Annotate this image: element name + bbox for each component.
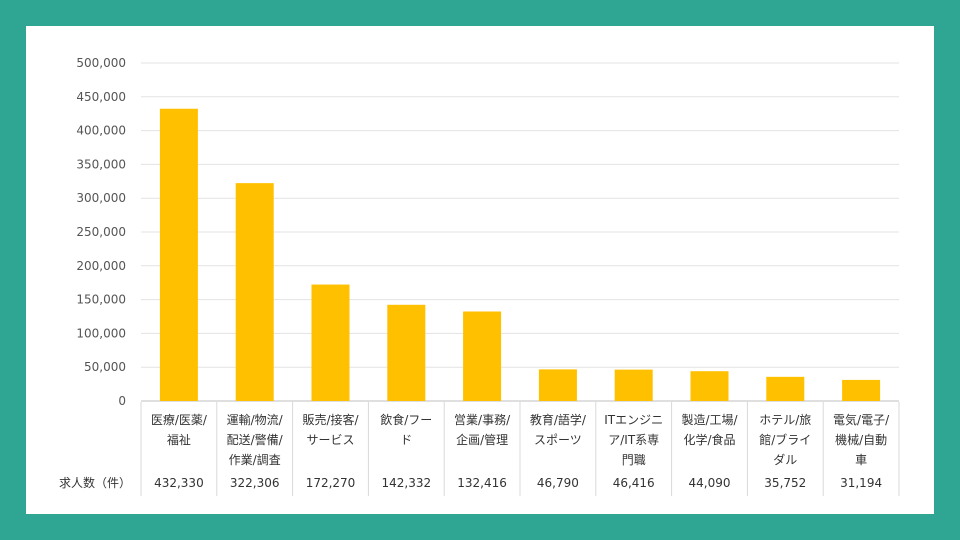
x-category-label: 館/ブライ bbox=[759, 432, 811, 447]
y-tick-label: 200,000 bbox=[76, 259, 126, 273]
y-tick-label: 500,000 bbox=[76, 56, 126, 70]
x-category-label: 作業/調査 bbox=[229, 453, 281, 467]
x-category-label: サービス bbox=[306, 433, 354, 447]
y-tick-label: 100,000 bbox=[76, 326, 126, 340]
x-category-label: 製造/工場/ bbox=[681, 413, 738, 427]
y-tick-label: 50,000 bbox=[84, 360, 126, 374]
bar bbox=[311, 284, 350, 401]
x-category-label: 営業/事務/ bbox=[454, 413, 511, 427]
y-tick-label: 250,000 bbox=[76, 225, 126, 239]
bar bbox=[159, 108, 198, 401]
y-tick-label: 300,000 bbox=[76, 191, 126, 205]
data-value-label: 31,194 bbox=[840, 476, 882, 490]
x-category-label: ダル bbox=[773, 452, 797, 467]
bar-chart: 0 50,000 100,000 150,000 200,000 250,000 300,0… bbox=[59, 56, 900, 496]
data-value-label: 142,332 bbox=[381, 476, 431, 490]
data-value-label: 322,306 bbox=[230, 476, 280, 490]
x-category-label: 配送/警備/ bbox=[227, 432, 284, 447]
x-category-label: 車 bbox=[855, 453, 867, 467]
bar bbox=[842, 379, 881, 401]
x-category-label: ホテル/旅 bbox=[759, 413, 811, 427]
bar bbox=[690, 371, 729, 401]
x-category-label: 機械/自動 bbox=[835, 432, 887, 447]
y-tick-label: 400,000 bbox=[76, 124, 126, 138]
value-row-label: 求人数（件） bbox=[59, 475, 131, 490]
x-category-label: 企画/管理 bbox=[456, 432, 508, 447]
data-value-label: 46,416 bbox=[613, 476, 655, 490]
x-category-label: 電気/電子/ bbox=[833, 412, 890, 427]
data-value-label: 44,090 bbox=[689, 476, 731, 490]
x-category-label: 運輸/物流/ bbox=[227, 412, 284, 427]
x-category-label: ド bbox=[400, 433, 412, 447]
x-category-label: 門職 bbox=[622, 453, 646, 467]
x-category-label: ITエンジニ bbox=[604, 413, 663, 427]
bar bbox=[538, 369, 577, 401]
x-category-label: 飲食/フー bbox=[380, 412, 432, 427]
bar bbox=[766, 376, 805, 401]
y-tick-label: 0 bbox=[118, 394, 126, 408]
x-category-label: 教育/語学/ bbox=[530, 412, 587, 427]
x-category-label: 医療/医薬/ bbox=[151, 413, 208, 427]
x-category-label: ア/IT系専 bbox=[608, 433, 659, 447]
data-value-label: 35,752 bbox=[764, 476, 806, 490]
x-category-label: スポーツ bbox=[534, 433, 582, 447]
x-category-label: 福祉 bbox=[167, 432, 191, 447]
bar bbox=[614, 369, 653, 401]
data-value-label: 46,790 bbox=[537, 476, 579, 490]
data-value-label: 132,416 bbox=[457, 476, 507, 490]
y-tick-label: 450,000 bbox=[76, 90, 126, 104]
chart-card: 0 50,000 100,000 150,000 200,000 250,000 300,0… bbox=[26, 26, 934, 514]
y-tick-label: 150,000 bbox=[76, 293, 126, 307]
bar bbox=[463, 311, 502, 401]
bar bbox=[387, 304, 426, 401]
data-value-label: 432,330 bbox=[154, 476, 204, 490]
y-tick-label: 350,000 bbox=[76, 157, 126, 171]
x-category-label: 販売/接客/ bbox=[302, 412, 359, 427]
data-value-label: 172,270 bbox=[306, 476, 356, 490]
x-category-label: 化学/食品 bbox=[683, 432, 735, 447]
bar bbox=[235, 183, 274, 401]
